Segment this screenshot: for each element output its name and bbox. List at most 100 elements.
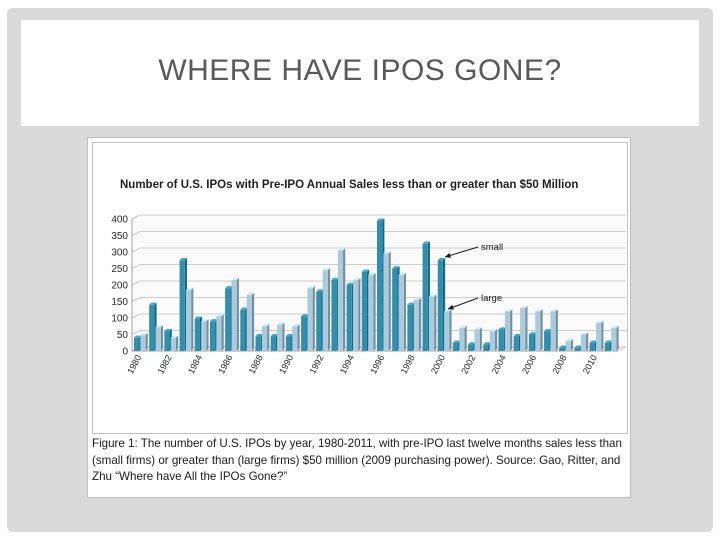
y-tick-label: 350 <box>111 231 128 242</box>
bar-small-1997 <box>398 272 406 351</box>
bar-small-1991 <box>307 286 315 351</box>
y-tick-label: 150 <box>111 297 128 308</box>
bar-large-1994 <box>346 282 355 351</box>
y-tick-label: 50 <box>117 330 129 341</box>
gridline <box>131 231 626 236</box>
bar-large-2003 <box>483 342 491 351</box>
bar-large-1986 <box>225 286 233 351</box>
bar-small-2011 <box>611 325 619 351</box>
bar-large-1991 <box>301 314 309 351</box>
bar-small-2004 <box>504 309 513 351</box>
bar-small-1993 <box>337 248 346 351</box>
bar-small-2006 <box>535 309 543 351</box>
figure: Number of U.S. IPOs with Pre-IPO Annual … <box>87 137 631 498</box>
x-tick-label: 2000 <box>429 353 447 375</box>
bar-large-1985 <box>209 319 218 351</box>
bar-small-2003 <box>489 329 498 351</box>
bar-small-1986 <box>231 277 239 351</box>
bar-small-1998 <box>413 297 422 351</box>
x-tick-label: 1982 <box>156 353 174 375</box>
bar-small-2005 <box>520 305 528 351</box>
bar-large-1989 <box>270 333 279 351</box>
bar-small-1982 <box>170 335 179 351</box>
bar-small-1994 <box>353 277 361 351</box>
bar-large-2000 <box>437 258 446 351</box>
x-tick-label: 1996 <box>368 353 386 375</box>
bar-small-2008 <box>565 338 574 351</box>
bar-large-1988 <box>255 333 263 351</box>
bar-large-2010 <box>589 340 598 351</box>
annotation-arrowhead <box>445 252 451 258</box>
gridline <box>131 214 626 220</box>
x-tick-label: 1988 <box>247 353 265 375</box>
bar-large-2001 <box>452 340 461 351</box>
x-tick-label: 1994 <box>338 353 356 375</box>
bar-small-1990 <box>292 324 300 351</box>
bar-small-1980 <box>140 332 148 351</box>
gridline <box>131 313 626 319</box>
bar-large-1980 <box>134 335 142 351</box>
x-tick-label: 1990 <box>277 353 295 375</box>
bar-large-1984 <box>194 316 203 351</box>
bar-large-1981 <box>149 302 157 351</box>
slide-title: WHERE HAVE IPOS GONE? <box>158 54 562 87</box>
bar-large-2002 <box>468 342 476 351</box>
bar-small-1981 <box>155 325 163 351</box>
x-tick-label: 1984 <box>186 353 204 375</box>
bar-small-1989 <box>277 322 285 351</box>
title-bar: WHERE HAVE IPOS GONE? <box>21 20 699 126</box>
annotation-label-large: large <box>481 293 502 304</box>
bar-large-2007 <box>544 329 552 351</box>
bar-small-1992 <box>322 267 331 351</box>
bar-small-2001 <box>459 325 467 351</box>
bar-small-2002 <box>474 327 482 351</box>
x-tick-label: 2002 <box>459 353 477 375</box>
x-tick-label: 1998 <box>399 353 417 375</box>
bar-large-1998 <box>407 302 415 351</box>
bar-small-1984 <box>201 319 209 351</box>
y-tick-label: 100 <box>111 314 128 325</box>
bar-small-1987 <box>246 292 255 351</box>
bar-small-1999 <box>428 294 437 351</box>
bar-large-1987 <box>240 307 248 351</box>
bar-small-1996 <box>383 251 391 351</box>
bar-large-1990 <box>285 333 294 351</box>
bar-large-1997 <box>392 266 400 351</box>
bar-small-1995 <box>368 272 376 351</box>
bar-large-2005 <box>513 333 522 351</box>
x-tick-label: 1992 <box>307 353 325 375</box>
figure-caption: Figure 1: The number of U.S. IPOs by yea… <box>92 437 622 483</box>
y-tick-label: 0 <box>122 347 128 358</box>
gridline <box>131 297 626 302</box>
annotation-arrowhead <box>448 304 454 310</box>
bar-small-2000 <box>444 309 452 351</box>
chart-title: Number of U.S. IPOs with Pre-IPO Annual … <box>120 179 579 191</box>
y-tick-label: 200 <box>111 281 128 292</box>
bar-large-1982 <box>164 329 172 351</box>
gridline <box>131 280 626 286</box>
x-tick-label: 1986 <box>216 353 234 375</box>
bar-large-1983 <box>179 258 187 351</box>
x-tick-label: 2010 <box>581 353 599 375</box>
bar-small-1985 <box>216 314 224 351</box>
bar-large-2006 <box>528 332 537 351</box>
bar-small-1988 <box>261 324 270 351</box>
bar-large-2011 <box>604 340 613 351</box>
gridline <box>131 264 626 269</box>
bar-small-2010 <box>596 320 604 351</box>
bar-small-2007 <box>550 309 558 351</box>
bar-large-1995 <box>361 269 370 351</box>
chart-panel: Number of U.S. IPOs with Pre-IPO Annual … <box>92 142 628 434</box>
x-tick-label: 2006 <box>520 353 538 375</box>
gridline <box>131 247 626 253</box>
annotation-arrow <box>444 246 479 258</box>
bar-large-2004 <box>498 327 506 351</box>
y-tick-label: 250 <box>111 264 128 275</box>
bar-large-1999 <box>422 241 430 351</box>
x-tick-label: 2008 <box>550 353 568 375</box>
y-tick-label: 400 <box>111 215 128 226</box>
x-tick-label: 2004 <box>490 353 508 375</box>
bar-small-1983 <box>185 287 194 351</box>
annotation-label-small: small <box>481 242 503 253</box>
